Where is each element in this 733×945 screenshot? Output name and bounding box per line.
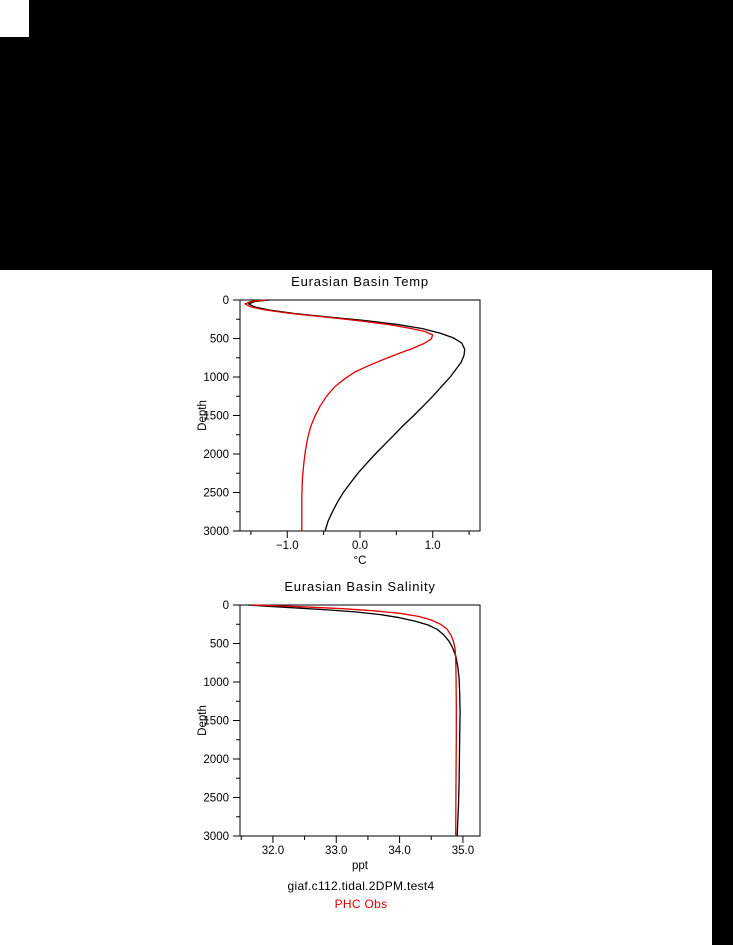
x-tick-label: 33.0	[325, 845, 347, 857]
y-tick-label: 3000	[203, 831, 229, 843]
y-tick-label: 1500	[203, 411, 229, 423]
giaf-c112-tidal-2dpm-test4-line	[248, 604, 461, 837]
x-axis-label: °C	[354, 555, 367, 567]
y-tick-label: 3000	[203, 526, 229, 538]
y-tick-label: 0	[223, 600, 229, 612]
y-tick-label: 1500	[203, 716, 229, 728]
chart-title: Eurasian Basin Temp	[291, 274, 429, 289]
y-tick-label: 500	[210, 334, 229, 346]
x-tick-label: 34.0	[388, 845, 410, 857]
y-tick-label: 1000	[203, 677, 229, 689]
y-tick-label: 2000	[203, 754, 229, 766]
top-left-white-notch	[0, 0, 29, 37]
eurasian-basin-salinity-chart: 32.0 33.0 34.0 35.0 0 500 1000 1500 2000 2500 3000…	[197, 579, 481, 872]
phc-obs-line	[244, 299, 434, 532]
obs-dataset-label: PHC Obs	[334, 897, 388, 911]
x-tick-label: 35.0	[452, 845, 474, 857]
x-tick-label: 32.0	[262, 845, 284, 857]
y-tick-label: 2500	[203, 488, 229, 500]
chart-title: Eurasian Basin Salinity	[284, 579, 435, 594]
x-tick-label: 1.0	[425, 540, 441, 552]
plot-frame	[239, 604, 481, 837]
plot-caption: giaf.c112.tidal.2DPM.test4 PHC Obs	[0, 877, 722, 913]
y-axis-label: Depth	[197, 400, 209, 431]
phc-obs-line	[252, 604, 457, 837]
y-tick-label: 1000	[203, 372, 229, 384]
top-black-band	[0, 0, 712, 270]
y-tick-label: 2500	[203, 793, 229, 805]
y-tick-label: 0	[223, 295, 229, 307]
eurasian-basin-temp-chart: −1.0 0.0 1.0 0 500 1000 1500 2000 2500 3000 Eurasi…	[197, 274, 481, 567]
right-black-band	[712, 0, 733, 945]
y-tick-label: 2000	[203, 449, 229, 461]
y-tick-label: 500	[210, 639, 229, 651]
x-tick-label: −1.0	[276, 540, 299, 552]
x-tick-label: 0.0	[352, 540, 368, 552]
model-run-label: giaf.c112.tidal.2DPM.test4	[287, 879, 435, 893]
y-axis-label: Depth	[197, 705, 209, 736]
x-axis-label: ppt	[352, 860, 369, 872]
